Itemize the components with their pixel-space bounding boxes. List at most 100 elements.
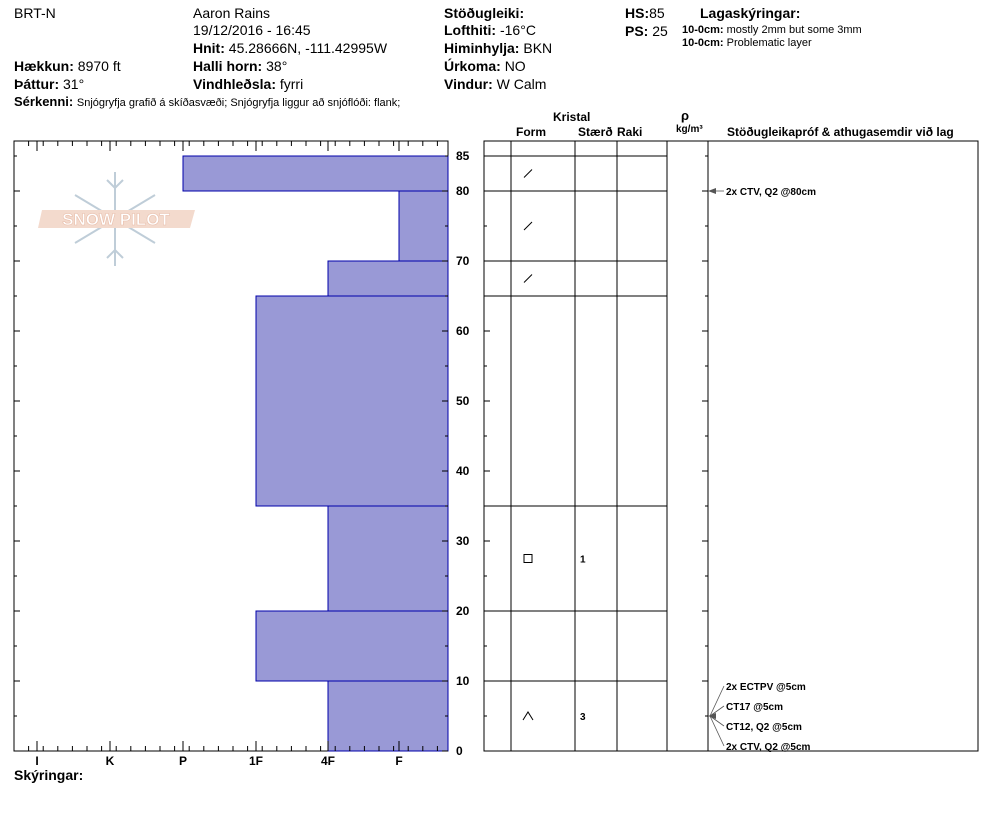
hardness-axis: I K P 1F 4F F xyxy=(13,141,438,768)
depth-tick-label: 70 xyxy=(456,254,470,268)
crystal-form-symbol xyxy=(523,554,533,563)
wind: Vindur: W Calm xyxy=(444,76,546,92)
stability-test-comment: CT17 @5cm xyxy=(726,702,783,713)
observer-name: Aaron Rains xyxy=(193,5,271,21)
form-header: Form xyxy=(516,125,546,139)
depth-tick-label: 40 xyxy=(456,464,470,478)
wind-value: W Calm xyxy=(496,76,547,92)
penetration: PS: 25 xyxy=(625,23,668,39)
air-temp-label: Lofthiti: xyxy=(444,22,497,38)
stability-test-comment: 2x CTV, Q2 @80cm xyxy=(726,187,816,198)
wind-loading: Vindhleðsla: fyrri xyxy=(193,76,303,92)
sky-value: BKN xyxy=(523,40,553,56)
logo-text: SNOW PILOT xyxy=(62,210,170,229)
layer-note-range: 10-0cm: xyxy=(682,24,724,36)
depth-tick-label: 20 xyxy=(456,604,470,618)
depth-tick-label: 60 xyxy=(456,324,470,338)
location-name: BRT-N xyxy=(14,5,56,21)
precip-value: NO xyxy=(504,58,526,74)
wind-loading-label: Vindhleðsla: xyxy=(193,76,276,92)
stability-test-comment: 2x CTV, Q2 @5cm xyxy=(726,742,811,753)
hs-label: HS: xyxy=(625,5,650,21)
hs-value: 85 xyxy=(649,5,665,21)
rho-header: ρ xyxy=(681,108,690,123)
depth-tick-label: 50 xyxy=(456,394,470,408)
hardness-bar xyxy=(327,505,449,612)
coordinates: Hnit: 45.28666N, -111.42995W xyxy=(193,40,387,56)
stability: Stöðugleiki: xyxy=(444,5,524,21)
layer-note: 10-0cm: Problematic layer xyxy=(682,37,812,50)
precip-label: Úrkoma: xyxy=(444,58,501,74)
ps-value: 25 xyxy=(652,23,668,39)
moisture-header: Raki xyxy=(617,125,643,139)
crystal-form-symbol xyxy=(523,221,533,231)
hardness-bars xyxy=(182,155,449,752)
slope-angle: Halli horn: 38° xyxy=(193,58,287,74)
hardness-tick-label: 1F xyxy=(249,754,263,768)
layer-note-range: 10-0cm: xyxy=(682,37,724,49)
test-arrow xyxy=(708,188,716,194)
density-unit-header: kg/m³ xyxy=(676,124,703,135)
depth-tick-label: 0 xyxy=(456,744,463,758)
features-label: Sérkenni: xyxy=(14,94,74,109)
crystal-form-symbol xyxy=(523,169,533,178)
hardness-bar xyxy=(255,295,449,507)
layer-note-text: mostly 2mm but some 3mm xyxy=(726,24,862,36)
hardness-tick-label: P xyxy=(179,754,187,768)
layer-table-content: 1 3 2x ECTPV @5cm CT17 @5cm CT12, Q2 @5cm 2x … xyxy=(484,155,816,753)
stability-test-comment: CT12, Q2 @5cm xyxy=(726,722,802,733)
layer-table-frame xyxy=(483,140,979,752)
crystal-size-label: 3 xyxy=(580,712,586,723)
layer-note-text: Problematic layer xyxy=(726,37,812,49)
wind-label: Vindur: xyxy=(444,76,493,92)
layer-note: 10-0cm: mostly 2mm but some 3mm xyxy=(682,24,862,37)
test-leader-line xyxy=(709,705,725,717)
crystal-form-symbol xyxy=(522,711,534,721)
precipitation: Úrkoma: NO xyxy=(444,58,526,74)
hardness-bar xyxy=(327,260,449,297)
size-header: Stærð xyxy=(578,125,613,139)
wind-loading-value: fyrri xyxy=(279,76,304,92)
elevation: Hækkun: 8970 ft xyxy=(14,58,121,74)
sky-label: Himinhylja: xyxy=(444,40,520,56)
test-leader-line xyxy=(709,685,725,717)
tests-header: Stöðugleikapróf & athugasemdir við lag xyxy=(727,125,954,139)
notes-label: Skýringar: xyxy=(14,767,84,783)
stability-test-comment: 2x ECTPV @5cm xyxy=(726,682,806,693)
depth-tick-label: 30 xyxy=(456,534,470,548)
depth-tick-label: 80 xyxy=(456,184,470,198)
test-leader-line xyxy=(709,715,725,727)
hardness-tick-label: F xyxy=(395,754,402,768)
hardness-bar xyxy=(398,190,449,262)
depth-tick-label: 10 xyxy=(456,674,470,688)
hardness-tick-label: I xyxy=(35,754,38,768)
snow-height: HS:85 xyxy=(625,5,665,21)
hardness-bar xyxy=(255,610,449,682)
aspect-label: Þáttur: xyxy=(14,76,60,92)
observation-datetime: 19/12/2016 - 16:45 xyxy=(193,22,311,38)
coordinates-label: Hnit: xyxy=(193,40,225,56)
crystal-form-symbol xyxy=(523,274,533,283)
snowpilot-logo: SNOW PILOT xyxy=(38,172,195,266)
ps-label: PS: xyxy=(625,23,649,39)
crystal-size-label: 1 xyxy=(580,555,586,566)
hardness-tick-label: 4F xyxy=(321,754,335,768)
hardness-bar xyxy=(182,155,449,192)
layer-notes-label: Lagaskýringar: xyxy=(700,5,801,21)
stability-label: Stöðugleiki: xyxy=(444,5,525,21)
aspect-value: 31° xyxy=(63,76,85,92)
features: Sérkenni: Snjógryfja grafið á skíðasvæði… xyxy=(14,94,400,110)
test-leader-line xyxy=(709,715,725,747)
coordinates-value: 45.28666N, -111.42995W xyxy=(228,40,388,56)
air-temp-value: -16°C xyxy=(499,22,536,38)
aspect: Þáttur: 31° xyxy=(14,76,84,92)
elevation-label: Hækkun: xyxy=(14,58,74,74)
elevation-value: 8970 ft xyxy=(77,58,121,74)
crystal-header: Kristal xyxy=(553,110,591,124)
hardness-bar xyxy=(327,680,449,752)
test-arrow xyxy=(708,713,716,719)
sky-cover: Himinhylja: BKN xyxy=(444,40,552,56)
features-value: Snjógryfja grafið á skíðasvæði; Snjógryf… xyxy=(76,97,401,109)
air-temperature: Lofthiti: -16°C xyxy=(444,22,536,38)
